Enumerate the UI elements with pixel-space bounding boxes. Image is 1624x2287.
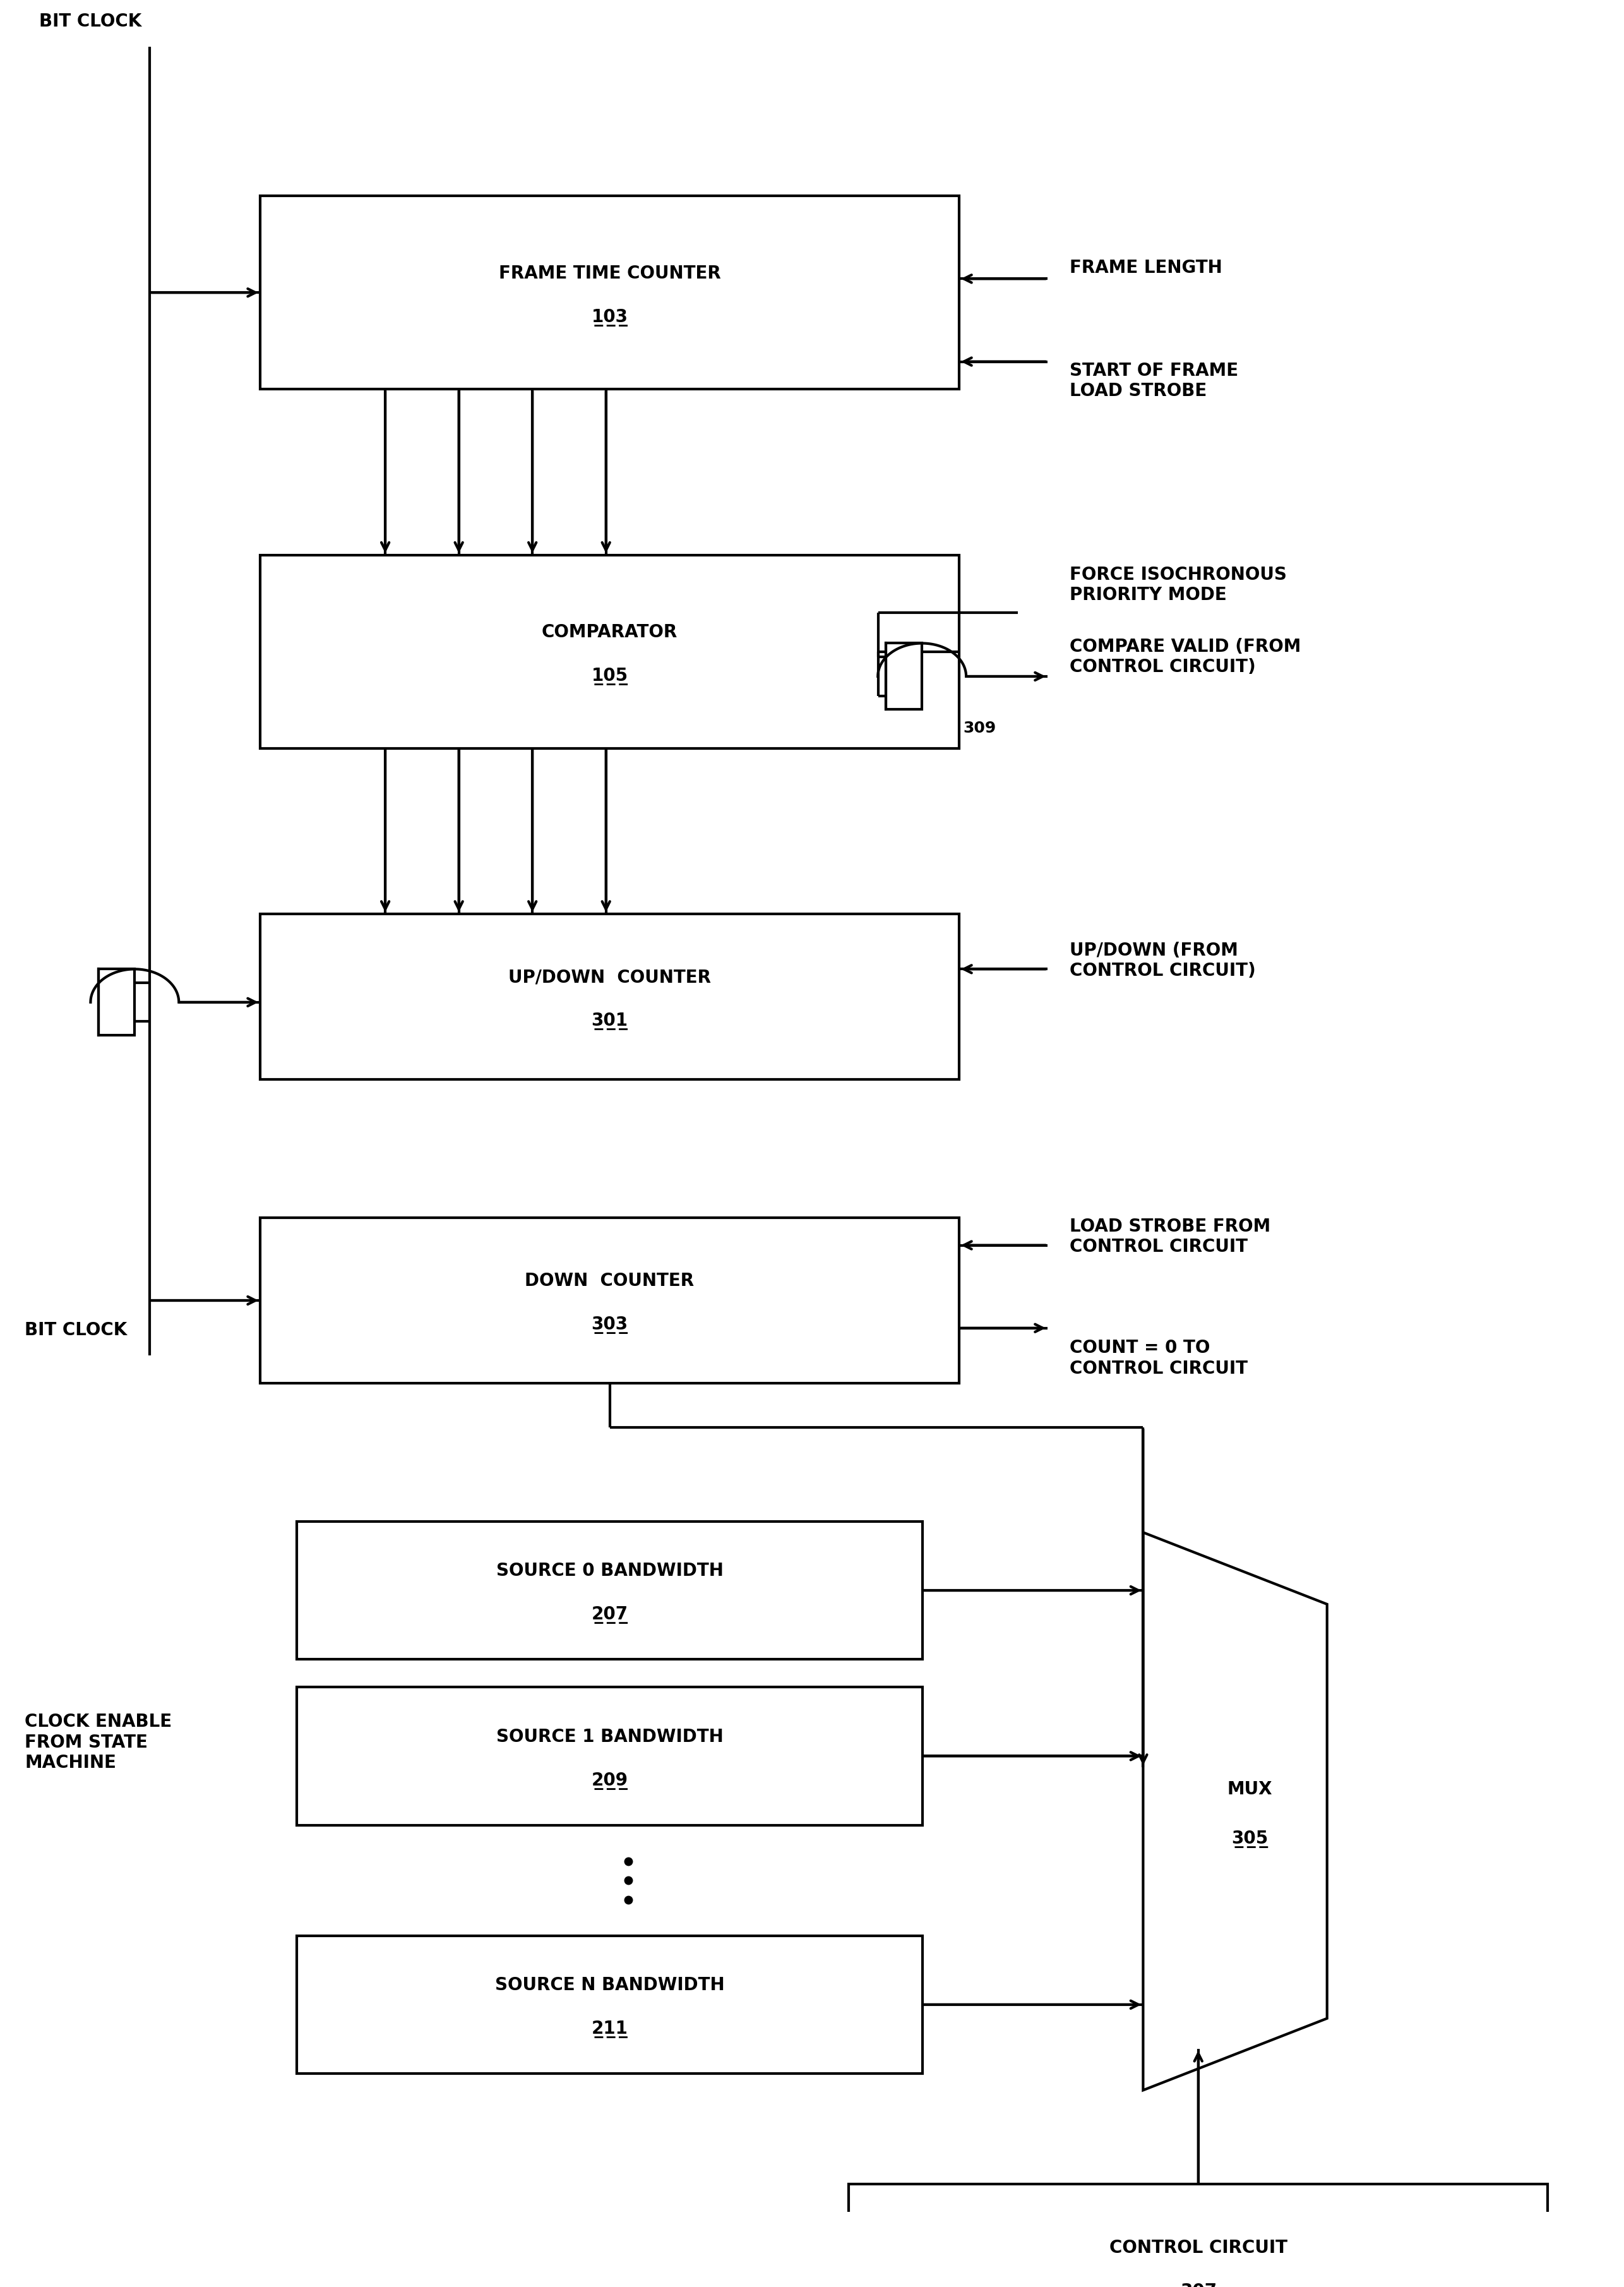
Text: MUX: MUX: [1228, 1779, 1272, 1798]
Text: UP/DOWN  COUNTER: UP/DOWN COUNTER: [508, 967, 711, 986]
Text: COUNT = 0 TO
CONTROL CIRCUIT: COUNT = 0 TO CONTROL CIRCUIT: [1070, 1340, 1247, 1377]
Text: 3̲0̲3̲: 3̲0̲3̲: [591, 1317, 628, 1333]
Text: DOWN  COUNTER: DOWN COUNTER: [525, 1272, 695, 1290]
Bar: [297, 1521, 922, 1660]
Text: 1̲0̲5̲: 1̲0̲5̲: [591, 668, 628, 686]
Polygon shape: [1143, 1532, 1327, 2090]
Bar: [260, 197, 960, 389]
Text: 309: 309: [963, 720, 996, 736]
Text: 3̲0̲1̲: 3̲0̲1̲: [591, 1013, 628, 1031]
Text: FORCE ISOCHRONOUS
PRIORITY MODE: FORCE ISOCHRONOUS PRIORITY MODE: [1070, 565, 1286, 604]
Bar: [849, 2184, 1548, 2287]
Text: FRAME TIME COUNTER: FRAME TIME COUNTER: [499, 265, 721, 281]
Text: 2̲1̲1̲: 2̲1̲1̲: [591, 2022, 628, 2038]
Text: 2̲0̲7̲: 2̲0̲7̲: [591, 1605, 628, 1624]
Text: COMPARATOR: COMPARATOR: [542, 624, 677, 640]
Text: LOAD STROBE FROM
CONTROL CIRCUIT: LOAD STROBE FROM CONTROL CIRCUIT: [1070, 1217, 1270, 1256]
Bar: [260, 1217, 960, 1384]
Text: SOURCE 0 BANDWIDTH: SOURCE 0 BANDWIDTH: [495, 1562, 723, 1580]
Text: BIT CLOCK: BIT CLOCK: [39, 11, 141, 30]
Bar: [260, 556, 960, 748]
Text: CLOCK ENABLE
FROM STATE
MACHINE: CLOCK ENABLE FROM STATE MACHINE: [24, 1713, 172, 1772]
Text: START OF FRAME
LOAD STROBE: START OF FRAME LOAD STROBE: [1070, 361, 1237, 400]
Text: FRAME LENGTH: FRAME LENGTH: [1070, 258, 1223, 277]
Text: 1̲0̲3̲: 1̲0̲3̲: [591, 309, 628, 327]
Bar: [260, 915, 960, 1079]
Bar: [297, 1935, 922, 2074]
Bar: [297, 1688, 922, 1825]
Text: BIT CLOCK: BIT CLOCK: [24, 1322, 127, 1340]
Bar: [99, 970, 135, 1036]
Bar: [885, 643, 922, 709]
Text: CONTROL CIRCUIT: CONTROL CIRCUIT: [1109, 2239, 1288, 2257]
Text: SOURCE 1 BANDWIDTH: SOURCE 1 BANDWIDTH: [495, 1729, 723, 1745]
Text: SOURCE N BANDWIDTH: SOURCE N BANDWIDTH: [495, 1976, 724, 1994]
Text: 3̲0̲5̲: 3̲0̲5̲: [1231, 1830, 1268, 1848]
Text: 2̲0̲9̲: 2̲0̲9̲: [591, 1772, 628, 1791]
Text: UP/DOWN (FROM
CONTROL CIRCUIT): UP/DOWN (FROM CONTROL CIRCUIT): [1070, 942, 1255, 979]
Text: 3̲0̲7̲: 3̲0̲7̲: [1181, 2282, 1216, 2287]
Text: COMPARE VALID (FROM
CONTROL CIRCUIT): COMPARE VALID (FROM CONTROL CIRCUIT): [1070, 638, 1301, 677]
